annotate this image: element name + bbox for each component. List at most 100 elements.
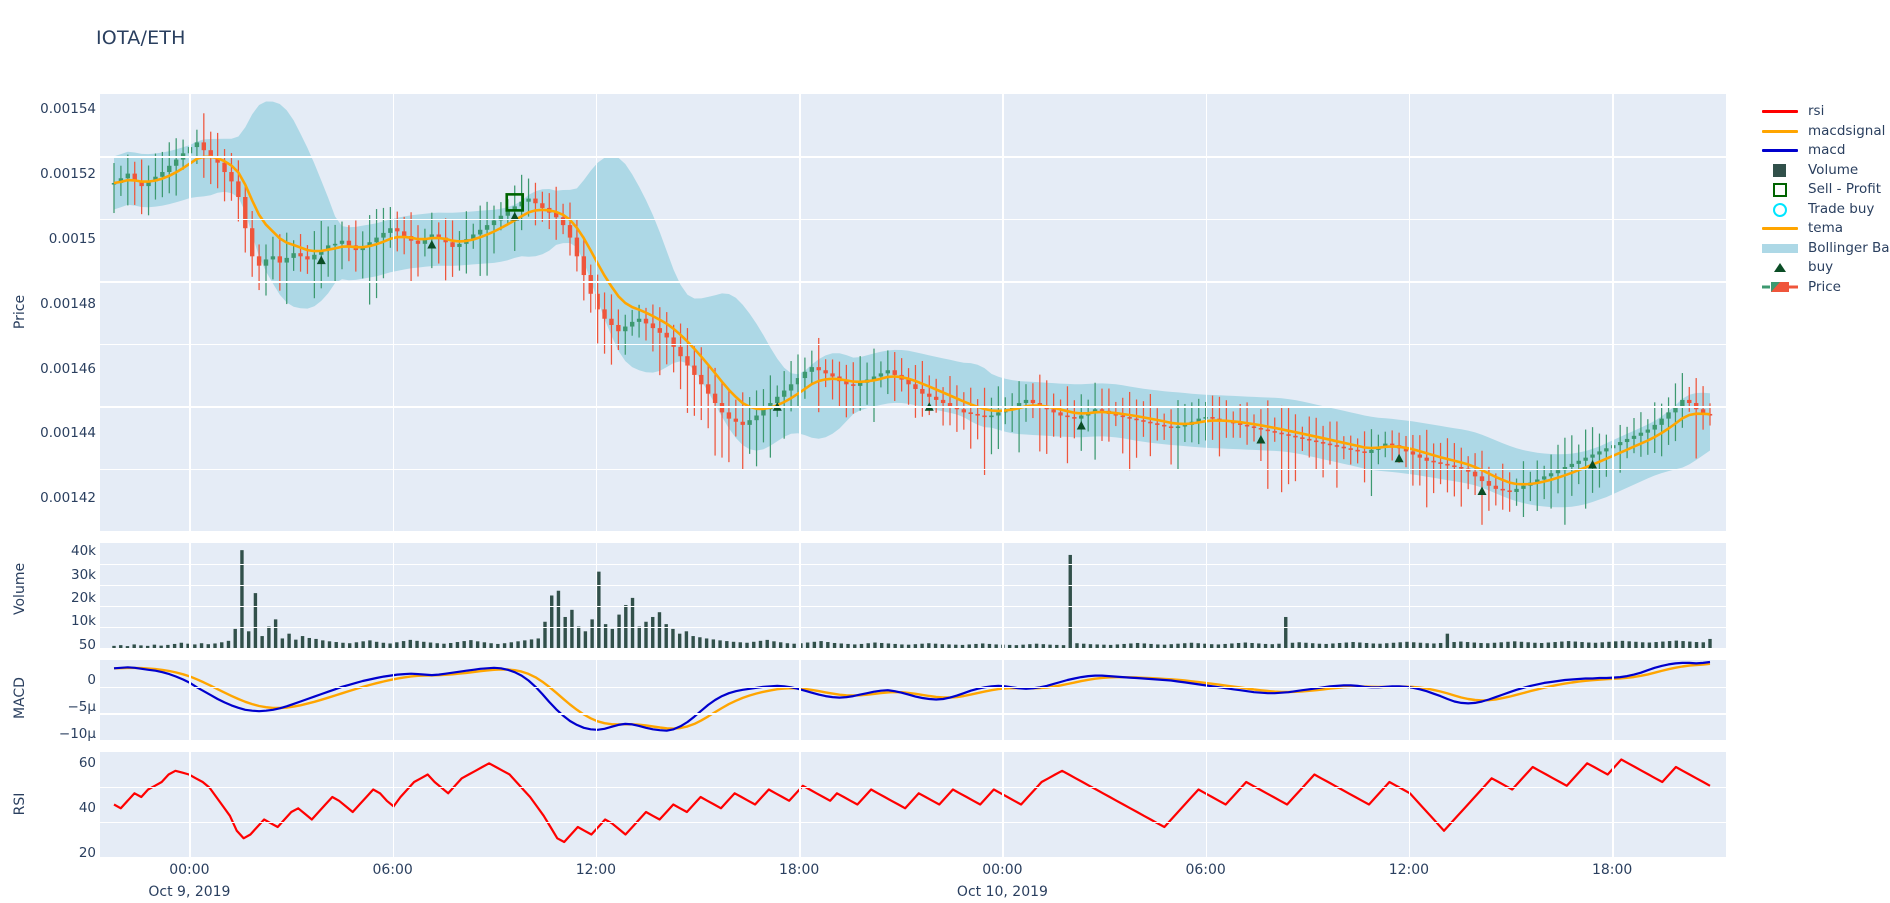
gridline-vertical	[1205, 543, 1208, 648]
legend-item-label: Volume	[1808, 161, 1859, 178]
y-axis-tick: 0.00152	[40, 166, 96, 183]
gridline-vertical	[392, 94, 395, 531]
macd-plot-area	[113, 660, 1711, 732]
candlestick-series	[111, 113, 1713, 525]
gridline-vertical	[595, 94, 598, 531]
rsi-subplot	[100, 752, 1726, 857]
macd-line	[113, 660, 1711, 732]
legend-key-band	[1760, 241, 1800, 255]
macd-subplot	[100, 660, 1726, 740]
price-plot-area	[111, 101, 1713, 525]
legend-item-label: macdsignal	[1808, 122, 1886, 139]
y-axis-tick: 0.00142	[40, 490, 96, 507]
legend-line-swatch	[1762, 129, 1798, 133]
legend-item-price[interactable]: Price	[1760, 278, 1888, 295]
y-axis-tick: 40	[78, 799, 96, 816]
x-axis-date-label: Oct 9, 2019	[148, 884, 231, 900]
gridline-horizontal	[100, 281, 1726, 283]
gridline-vertical	[1205, 660, 1208, 740]
gridline-vertical	[1612, 660, 1614, 740]
y-axis-tick: 60	[78, 754, 96, 771]
gridline-vertical	[392, 660, 395, 740]
y-axis-tick: 50	[78, 636, 96, 653]
y-axis-tick: 20	[78, 844, 96, 861]
gridline-horizontal	[100, 713, 1726, 715]
bollinger-band-area	[114, 101, 1710, 508]
gridline-horizontal	[100, 585, 1726, 587]
y-axis-tick: 0.00144	[40, 425, 96, 442]
gridline-horizontal	[100, 822, 1726, 824]
y-axis-label: MACD	[12, 677, 28, 719]
gridline-vertical	[799, 94, 801, 531]
legend-key-line	[1760, 221, 1800, 235]
gridline-vertical	[1408, 752, 1411, 857]
y-axis-label: RSI	[12, 792, 28, 815]
page-title: IOTA/ETH	[96, 27, 186, 49]
gridline-horizontal	[100, 343, 1726, 346]
legend-band-swatch	[1762, 243, 1798, 253]
gridline-vertical	[595, 543, 598, 648]
gridline-vertical	[1002, 752, 1004, 857]
gridline-horizontal	[100, 564, 1726, 566]
gridline-vertical	[595, 660, 598, 740]
gridline-vertical	[1205, 94, 1208, 531]
legend-item-label: rsi	[1808, 103, 1825, 119]
gridline-vertical	[1002, 660, 1004, 740]
y-axis-tick: 20k	[71, 590, 96, 607]
macdsignal-line	[113, 662, 1711, 730]
buy-triangle-icon	[1774, 263, 1786, 272]
y-axis-label: Price	[12, 294, 28, 329]
legend-item-tema[interactable]: tema	[1760, 220, 1888, 236]
gridline-vertical	[799, 752, 801, 857]
x-axis-tick: 00:00	[982, 862, 1023, 878]
legend-line-swatch	[1762, 149, 1798, 152]
y-axis-tick: 30k	[71, 566, 96, 583]
legend-key-line	[1760, 124, 1800, 138]
volume-subplot	[100, 543, 1726, 648]
gridline-vertical	[1002, 94, 1004, 531]
price-subplot	[100, 94, 1726, 531]
gridline-vertical	[189, 752, 191, 857]
gridline-vertical	[1002, 543, 1004, 648]
legend-item-label: buy	[1808, 259, 1834, 275]
x-axis-date-label: Oct 10, 2019	[956, 884, 1048, 900]
tema-line	[113, 155, 1711, 486]
legend-item-label: Price	[1808, 278, 1841, 295]
gridline-vertical	[392, 543, 395, 648]
gridline-vertical	[1612, 543, 1614, 648]
gridline-vertical	[1408, 543, 1411, 648]
y-axis-label: Volume	[12, 562, 28, 615]
legend-square-swatch	[1773, 163, 1786, 177]
legend-key-triangle	[1760, 260, 1800, 274]
x-axis-tick: 18:00	[778, 862, 820, 878]
x-axis-tick: 06:00	[372, 862, 413, 878]
trade-buy-icon	[1773, 202, 1787, 217]
legend-item-label: Sell - Profit	[1808, 181, 1882, 197]
y-axis-tick: 0.00146	[40, 360, 96, 377]
sell-profit-icon	[1773, 183, 1787, 197]
volume-plot-area	[112, 550, 1712, 648]
gridline-vertical	[595, 752, 598, 857]
x-axis-tick: 12:00	[575, 862, 617, 878]
legend-item-sell-profit[interactable]: Sell - Profit	[1760, 181, 1888, 197]
sell-profit-marker	[505, 193, 525, 212]
x-axis-tick: 06:00	[1185, 862, 1226, 878]
gridline-vertical	[1408, 94, 1411, 531]
legend-line-swatch	[1762, 110, 1798, 113]
legend-item-bollinger-band[interactable]: Bollinger Band	[1760, 239, 1890, 256]
legend-item-label: Trade buy	[1808, 200, 1875, 217]
legend-key-circle	[1760, 202, 1800, 217]
legend-item-rsi[interactable]: rsi	[1760, 103, 1888, 119]
legend-key-candlestick	[1760, 280, 1800, 294]
legend-item-macdsignal[interactable]: macdsignal	[1760, 122, 1888, 139]
legend-item-label: macd	[1808, 142, 1846, 158]
legend-item-volume[interactable]: Volume	[1760, 161, 1888, 178]
legend-item-label: Bollinger Band	[1808, 239, 1890, 256]
legend-line-swatch	[1762, 227, 1798, 230]
legend-item-trade-buy[interactable]: Trade buy	[1760, 200, 1888, 217]
gridline-vertical	[799, 543, 801, 648]
legend-item-macd[interactable]: macd	[1760, 142, 1888, 158]
gridline-horizontal	[100, 406, 1726, 408]
legend-item-buy[interactable]: buy	[1760, 259, 1888, 275]
